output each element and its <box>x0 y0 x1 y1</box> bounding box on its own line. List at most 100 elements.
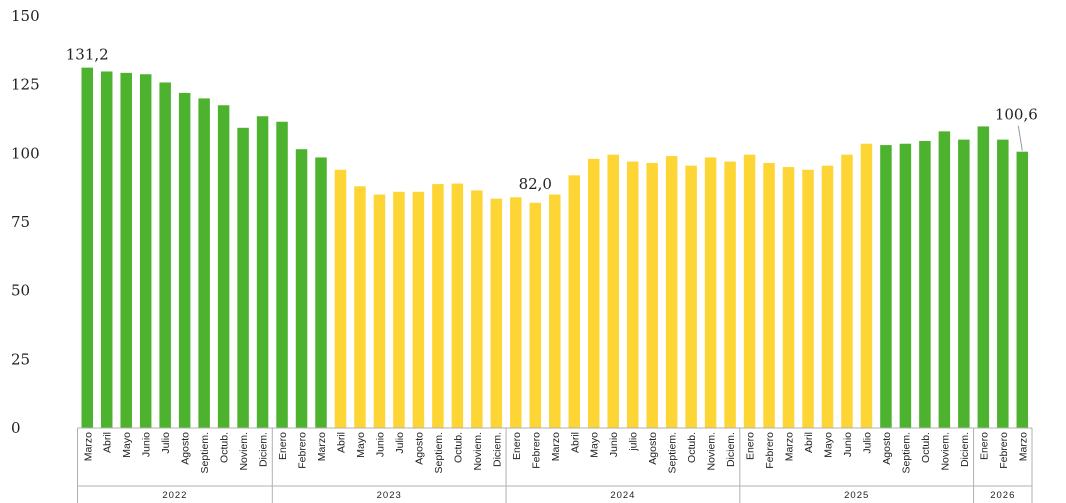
bar <box>880 145 892 428</box>
bar <box>139 74 152 428</box>
x-tick-label: Octub. <box>686 432 698 463</box>
year-label: 2026 <box>990 490 1015 501</box>
bar <box>315 157 327 428</box>
y-tick-label: 50 <box>11 282 30 300</box>
bar <box>1016 151 1029 428</box>
data-labels: 131,2 82,0 100,6 <box>66 46 1038 193</box>
x-tick-label: Junio <box>842 432 854 457</box>
x-tick-label: Diciem. <box>959 432 971 467</box>
x-tick-label: Noviem. <box>472 432 484 471</box>
year-label: 2023 <box>377 490 402 501</box>
x-tick-label: Enero <box>511 432 523 460</box>
bar <box>958 139 970 428</box>
y-tick-label: 75 <box>11 213 30 231</box>
x-tick-label: Diciem. <box>725 432 737 467</box>
x-tick-label: Septiem. <box>199 432 211 473</box>
x-tick-label: Mayo <box>589 432 601 458</box>
x-tick-label: Febrero <box>764 432 776 469</box>
x-axis: Marzo Abril Mayo Junio Julio Agosto Septiem. Oc… <box>77 427 1033 503</box>
bar <box>178 92 191 428</box>
bar <box>841 154 853 428</box>
x-tick-label: Junio <box>374 432 386 457</box>
bar <box>256 116 269 428</box>
year-label: 2025 <box>844 490 869 501</box>
bar <box>587 158 600 428</box>
y-tick-label: 25 <box>11 350 30 368</box>
x-tick-label: Enero <box>978 432 990 460</box>
x-tick-label: Febrero <box>297 432 309 469</box>
bar <box>938 131 951 429</box>
bar <box>529 202 542 428</box>
bar <box>120 72 132 429</box>
x-tick-label: Mayo <box>121 432 133 458</box>
y-tick-label: 100 <box>11 144 40 162</box>
bar-series <box>81 67 1029 429</box>
x-tick-label: Septiem. <box>433 432 445 473</box>
x-tick-label: Marzo <box>1017 432 1029 461</box>
bar <box>490 198 503 428</box>
x-tick-label: Noviem. <box>706 432 718 471</box>
x-tick-label: Abril <box>803 432 815 453</box>
x-tick-label: Agosto <box>180 432 192 465</box>
bar <box>997 139 1009 428</box>
x-tick-label: Diciem. <box>258 432 270 467</box>
bar <box>471 190 483 428</box>
bar <box>354 186 366 428</box>
x-tick-label: Febrero <box>530 432 542 469</box>
x-tick-label: julio <box>628 432 640 452</box>
x-tick-label: Marzo <box>784 432 796 461</box>
x-tick-label: Septiem. <box>900 432 912 473</box>
bar <box>626 161 639 428</box>
bar <box>549 194 561 428</box>
year-label: 2024 <box>610 490 635 501</box>
x-tick-label: Abril <box>335 432 347 453</box>
bar <box>198 98 210 429</box>
bar <box>432 184 444 428</box>
y-axis: 0 25 50 75 100 125 150 <box>11 7 40 437</box>
x-tick-label: Octub. <box>452 432 464 463</box>
bar <box>159 82 171 428</box>
bar <box>743 154 756 428</box>
bar <box>237 127 249 428</box>
bar <box>704 157 717 428</box>
bar <box>334 169 347 428</box>
data-label-leader <box>1017 125 1023 151</box>
bar <box>412 191 425 428</box>
data-label: 100,6 <box>995 106 1038 124</box>
y-tick-label: 0 <box>11 419 21 437</box>
x-tick-label: Marzo <box>550 432 562 461</box>
data-label: 131,2 <box>66 46 109 64</box>
year-label: 2022 <box>162 490 187 501</box>
bar <box>782 167 795 428</box>
x-tick-label: Noviem. <box>939 432 951 471</box>
x-tick-label: Diciem. <box>491 432 503 467</box>
x-tick-label: Julio <box>861 432 873 454</box>
bar <box>295 149 308 428</box>
bar <box>510 197 522 428</box>
bar <box>899 143 912 428</box>
x-tick-label: Julio <box>394 432 406 454</box>
bar <box>724 161 736 428</box>
x-tick-label: Enero <box>745 432 757 460</box>
x-tick-label: Octub. <box>920 432 932 463</box>
x-tick-label: Agosto <box>647 432 659 465</box>
x-tick-label: Febrero <box>998 432 1010 469</box>
x-tick-label: Mayo <box>822 432 834 458</box>
y-tick-label: 150 <box>11 7 40 25</box>
x-tick-label: Enero <box>277 432 289 460</box>
x-tick-label: Agosto <box>881 432 893 465</box>
x-tick-label: Octub. <box>219 432 231 463</box>
x-tick-label: Noviem. <box>238 432 250 471</box>
bar <box>685 165 697 428</box>
bar <box>100 71 113 428</box>
bar <box>763 162 775 428</box>
y-tick-label: 125 <box>11 76 40 94</box>
x-tick-label: Julio <box>160 432 172 454</box>
bar <box>217 105 230 429</box>
x-tick-label: Mayo <box>355 432 367 458</box>
bar <box>977 126 990 429</box>
x-tick-label: Marzo <box>316 432 328 461</box>
bar <box>821 165 834 428</box>
bar <box>81 67 93 428</box>
